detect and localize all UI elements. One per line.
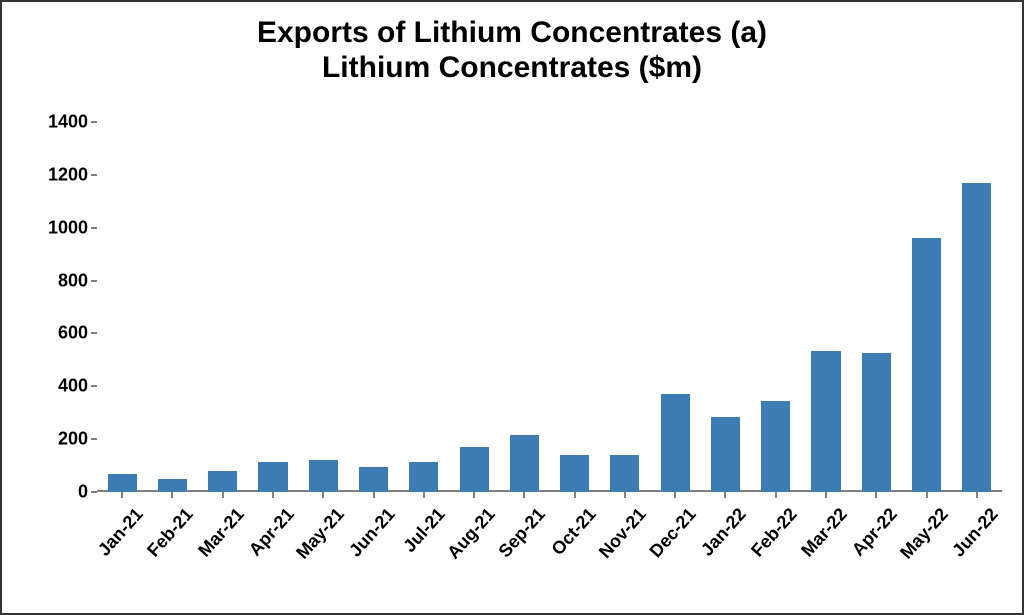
x-tick-mark	[875, 492, 877, 498]
chart-frame: Exports of Lithium Concentrates (a) Lith…	[0, 0, 1024, 615]
chart-title: Exports of Lithium Concentrates (a) Lith…	[2, 2, 1022, 85]
x-tick-label: Mar-21	[186, 504, 248, 570]
x-tick-label: May-21	[286, 504, 348, 570]
x-tick-label: May-22	[890, 504, 952, 570]
plot-area: 0200400600800100012001400Jan-21Feb-21Mar…	[97, 122, 1002, 492]
x-tick-mark	[724, 492, 726, 498]
y-tick-label: 600	[58, 323, 88, 344]
x-tick-label: Jun-22	[940, 504, 1002, 570]
bar	[761, 401, 790, 492]
bar	[208, 471, 237, 492]
y-tick-mark	[91, 174, 97, 176]
bar	[811, 351, 840, 492]
y-tick-mark	[91, 227, 97, 229]
y-tick-label: 400	[58, 376, 88, 397]
bar	[108, 474, 137, 493]
y-tick-mark	[91, 385, 97, 387]
x-tick-label: Dec-21	[638, 504, 700, 570]
x-tick-label: Sep-21	[488, 504, 550, 570]
y-tick-mark	[91, 332, 97, 334]
chart-title-line2: Lithium Concentrates ($m)	[2, 51, 1022, 86]
x-tick-mark	[121, 492, 123, 498]
y-tick-mark	[91, 491, 97, 493]
y-tick-label: 0	[78, 482, 88, 503]
bar	[862, 353, 891, 492]
x-tick-mark	[775, 492, 777, 498]
x-tick-label: Jan-22	[689, 504, 751, 570]
bar	[510, 435, 539, 492]
x-tick-label: Nov-21	[588, 504, 650, 570]
x-tick-label: Oct-21	[538, 504, 600, 570]
x-tick-label: Feb-22	[739, 504, 801, 570]
y-tick-label: 1200	[48, 164, 88, 185]
x-tick-mark	[523, 492, 525, 498]
x-tick-mark	[624, 492, 626, 498]
bar	[309, 460, 338, 492]
bar	[711, 417, 740, 492]
bar	[359, 467, 388, 492]
x-tick-mark	[574, 492, 576, 498]
x-tick-label: Mar-22	[789, 504, 851, 570]
x-tick-label: Jun-21	[337, 504, 399, 570]
x-tick-label: Feb-21	[136, 504, 198, 570]
bar	[962, 183, 991, 492]
y-tick-mark	[91, 121, 97, 123]
x-tick-mark	[222, 492, 224, 498]
x-tick-label: Aug-21	[437, 504, 499, 570]
x-tick-mark	[322, 492, 324, 498]
x-tick-mark	[272, 492, 274, 498]
x-tick-mark	[825, 492, 827, 498]
bar	[258, 462, 287, 492]
x-tick-mark	[373, 492, 375, 498]
bar	[158, 479, 187, 492]
y-tick-label: 800	[58, 270, 88, 291]
bar	[661, 394, 690, 492]
y-tick-mark	[91, 438, 97, 440]
bar	[912, 238, 941, 492]
y-tick-label: 1000	[48, 217, 88, 238]
y-tick-mark	[91, 280, 97, 282]
bar	[610, 455, 639, 492]
x-tick-mark	[976, 492, 978, 498]
bar	[409, 462, 438, 492]
x-tick-label: Jul-21	[387, 504, 449, 570]
y-tick-label: 1400	[48, 112, 88, 133]
x-tick-label: Apr-21	[236, 504, 298, 570]
y-tick-label: 200	[58, 429, 88, 450]
x-tick-mark	[423, 492, 425, 498]
x-tick-mark	[171, 492, 173, 498]
x-tick-label: Apr-22	[839, 504, 901, 570]
bar	[460, 447, 489, 492]
x-tick-mark	[473, 492, 475, 498]
bar	[560, 455, 589, 492]
x-tick-mark	[926, 492, 928, 498]
x-tick-mark	[674, 492, 676, 498]
chart-title-line1: Exports of Lithium Concentrates (a)	[2, 16, 1022, 51]
x-tick-label: Jan-21	[85, 504, 147, 570]
bars-container	[97, 122, 1002, 492]
